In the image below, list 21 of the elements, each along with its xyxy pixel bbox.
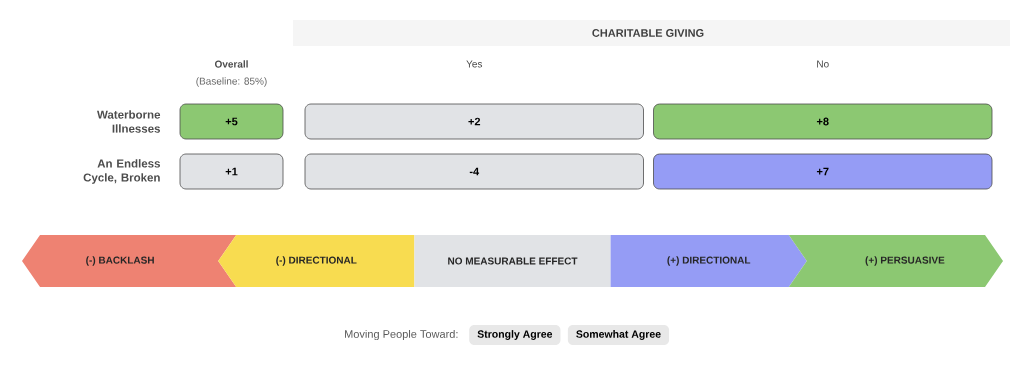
- data-label: +1: [225, 167, 238, 176]
- data-label: +8: [816, 117, 829, 126]
- data-label: -4: [469, 167, 480, 176]
- x-tick-label: Overall: [214, 60, 248, 68]
- data-label: +5: [225, 117, 238, 126]
- category-label: (-) BACKLASH: [86, 256, 154, 266]
- text: (Baseline: 85%): [196, 77, 267, 87]
- category-label: (+) DIRECTIONAL: [667, 256, 751, 266]
- data-label: +7: [816, 167, 829, 176]
- chart-title: CHARITABLE GIVING: [592, 29, 704, 37]
- text: Moving People Toward:: [345, 329, 458, 341]
- text: Strongly Agree: [477, 330, 553, 340]
- data-label: +2: [468, 117, 481, 126]
- category-label: (-) DIRECTIONAL: [276, 256, 357, 266]
- y-tick-label: An Endless Cycle, Broken: [83, 159, 161, 184]
- text: Somewhat Agree: [576, 330, 661, 340]
- y-tick-label: Waterborne Illnesses: [97, 110, 161, 133]
- x-tick-label: Yes: [466, 60, 483, 68]
- x-tick-label: No: [817, 60, 829, 68]
- category-label: (+) PERSUASIVE: [865, 256, 945, 266]
- category-label: NO MEASURABLE EFFECT: [448, 257, 578, 265]
